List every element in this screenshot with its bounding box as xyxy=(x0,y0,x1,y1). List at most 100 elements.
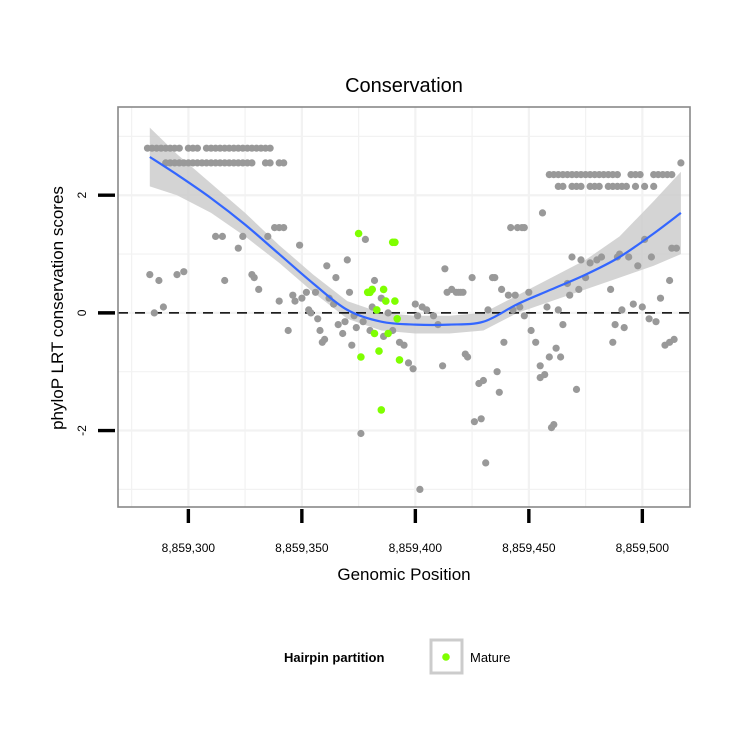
point-other xyxy=(470,418,478,426)
point-other xyxy=(552,344,560,352)
point-other xyxy=(498,285,506,293)
point-other xyxy=(291,297,299,305)
point-other xyxy=(361,235,369,243)
point-other xyxy=(507,224,515,232)
point-other xyxy=(180,268,188,276)
point-other xyxy=(525,288,533,296)
point-other xyxy=(429,312,438,320)
point-other xyxy=(334,321,342,329)
point-other xyxy=(332,274,340,282)
point-other xyxy=(652,318,660,326)
point-other xyxy=(638,303,646,311)
point-other xyxy=(414,312,422,320)
point-other xyxy=(568,253,576,261)
point-other xyxy=(566,291,574,299)
point-other xyxy=(650,182,658,190)
point-other xyxy=(221,276,229,285)
point-other xyxy=(607,285,615,293)
point-other xyxy=(255,285,263,293)
point-other xyxy=(173,271,181,279)
point-other xyxy=(641,182,649,190)
point-other xyxy=(370,276,379,285)
point-other xyxy=(416,485,424,493)
point-mature xyxy=(357,353,365,361)
point-other xyxy=(311,288,320,296)
point-other xyxy=(672,244,681,252)
x-tick-label: 8,859,300 xyxy=(162,541,216,555)
smooth-line xyxy=(149,156,682,327)
legend-key-mature xyxy=(442,653,450,661)
x-tick-label: 8,859,350 xyxy=(275,541,329,555)
point-other xyxy=(482,459,490,467)
point-other xyxy=(284,326,292,335)
point-other xyxy=(631,182,640,190)
legend-title: Hairpin partition xyxy=(284,650,384,665)
point-other xyxy=(441,265,449,273)
point-other xyxy=(341,318,349,326)
point-other xyxy=(296,241,304,249)
point-other xyxy=(266,144,274,152)
point-other xyxy=(634,262,642,270)
point-other xyxy=(622,182,631,190)
point-other xyxy=(504,291,512,299)
point-other xyxy=(645,315,653,323)
point-other xyxy=(618,306,626,314)
x-tick-label: 8,859,400 xyxy=(389,541,443,555)
point-other xyxy=(150,309,158,317)
x-axis: 8,859,300 8,859,350 8,859,400 8,859,450 8,85… xyxy=(162,509,670,555)
point-other xyxy=(520,312,528,320)
point-other xyxy=(572,385,581,393)
y-tick-label: -2 xyxy=(75,425,89,436)
point-other xyxy=(656,294,665,302)
y-tick-label: 0 xyxy=(75,309,89,316)
point-other xyxy=(586,259,594,267)
point-other xyxy=(359,318,367,326)
point-other xyxy=(316,326,324,335)
point-other xyxy=(595,182,603,190)
point-other xyxy=(464,353,472,361)
x-tick-label: 8,859,450 xyxy=(502,541,556,555)
point-other xyxy=(559,182,567,190)
point-other xyxy=(666,276,674,285)
point-other xyxy=(275,297,283,305)
point-other xyxy=(314,315,322,323)
point-other xyxy=(409,365,417,373)
point-other xyxy=(550,421,558,429)
chart-title: Conservation xyxy=(345,75,463,97)
point-other xyxy=(250,274,258,282)
point-other xyxy=(280,159,288,167)
point-other xyxy=(339,329,347,338)
point-other xyxy=(500,338,508,346)
point-other xyxy=(493,368,501,376)
point-other xyxy=(411,300,419,308)
point-other xyxy=(321,335,329,343)
point-other xyxy=(677,159,685,167)
point-other xyxy=(302,288,310,296)
point-other xyxy=(155,276,163,285)
point-mature xyxy=(377,406,386,414)
point-other xyxy=(459,288,467,296)
point-other xyxy=(323,262,331,270)
point-other xyxy=(146,271,154,279)
point-other xyxy=(404,359,413,367)
point-other xyxy=(611,321,619,329)
point-mature xyxy=(354,229,363,238)
point-mature xyxy=(370,329,379,338)
point-other xyxy=(575,285,583,293)
grid-lines xyxy=(118,107,690,507)
point-other xyxy=(357,429,365,438)
point-other xyxy=(545,353,553,361)
x-tick-label: 8,859,500 xyxy=(616,541,670,555)
point-other xyxy=(647,253,656,261)
point-other xyxy=(248,159,256,167)
point-other xyxy=(543,303,551,311)
point-other xyxy=(670,335,678,343)
point-other xyxy=(554,306,562,314)
point-other xyxy=(520,224,528,232)
point-other xyxy=(541,371,549,379)
point-other xyxy=(597,253,606,261)
point-other xyxy=(400,341,408,349)
point-other xyxy=(234,244,242,252)
point-mature xyxy=(373,306,381,314)
